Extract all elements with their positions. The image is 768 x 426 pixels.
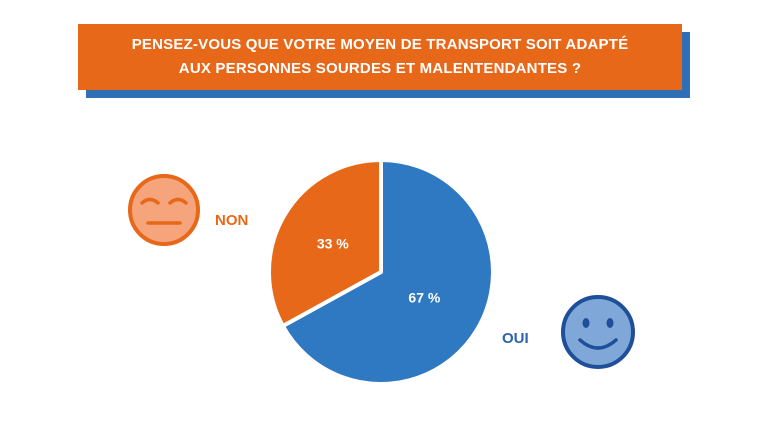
pie-slices [267, 158, 495, 386]
non-value-label: 33 % [317, 235, 349, 251]
pie-slice-non [267, 158, 383, 328]
non-category-label: NON [215, 212, 248, 229]
oui-value-label: 67 % [408, 290, 440, 306]
title-line-1: PENSEZ-VOUS QUE VOTRE MOYEN DE TRANSPORT… [131, 36, 629, 53]
smiley-face-icon [561, 295, 635, 369]
title-line-2: AUX PERSONNES SOURDES ET MALENTENDANTES … [178, 60, 582, 77]
neutral-face-icon [128, 174, 200, 246]
pie-slice-oui [280, 158, 495, 386]
title-banner: PENSEZ-VOUS QUE VOTRE MOYEN DE TRANSPORT… [78, 24, 682, 90]
oui-category-label: OUI [502, 330, 529, 347]
